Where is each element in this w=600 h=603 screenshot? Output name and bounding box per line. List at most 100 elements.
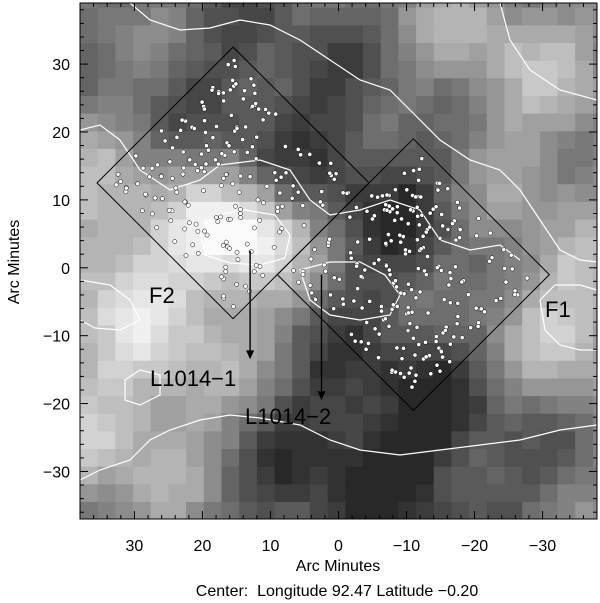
extinction-pixel <box>186 60 205 79</box>
extinction-pixel <box>239 60 258 79</box>
extinction-pixel <box>575 448 594 467</box>
star-marker <box>309 290 315 296</box>
extinction-pixel <box>133 60 152 79</box>
extinction-pixel <box>133 483 152 502</box>
extinction-pixel <box>186 201 205 220</box>
star-marker <box>257 218 263 223</box>
extinction-pixel <box>575 307 594 326</box>
extinction-pixel <box>115 42 134 61</box>
extinction-pixel <box>133 413 152 432</box>
star-marker <box>367 299 373 304</box>
extinction-pixel <box>292 307 311 326</box>
extinction-pixel <box>133 448 152 467</box>
extinction-pixel <box>469 254 488 273</box>
extinction-pixel <box>292 183 311 202</box>
extinction-pixel <box>451 483 470 502</box>
star-marker <box>321 262 327 268</box>
star-marker <box>204 143 209 149</box>
star-marker <box>328 160 334 166</box>
extinction-pixel <box>575 377 594 397</box>
cloud-label-l1014-1: L1014−1 <box>150 366 236 391</box>
star-marker <box>358 339 364 345</box>
extinction-pixel <box>327 24 346 43</box>
extinction-pixel <box>345 307 364 326</box>
extinction-pixel <box>345 448 364 467</box>
y-tick-label: −20 <box>43 397 70 414</box>
extinction-pixel <box>504 60 523 79</box>
extinction-pixel <box>186 42 205 61</box>
extinction-pixel <box>115 218 134 238</box>
extinction-pixel <box>274 360 293 379</box>
star-marker <box>331 306 337 312</box>
extinction-pixel <box>416 377 435 397</box>
extinction-pixel <box>451 360 470 379</box>
extinction-pixel <box>504 430 523 449</box>
extinction-pixel <box>221 60 240 79</box>
extinction-pixel <box>80 130 99 149</box>
extinction-pixel <box>416 113 435 132</box>
extinction-pixel <box>309 165 329 185</box>
extinction-pixel <box>433 165 452 185</box>
extinction-pixel <box>363 483 382 502</box>
star-marker <box>225 62 231 67</box>
star-marker <box>409 384 415 390</box>
extinction-pixel <box>380 342 399 361</box>
extinction-pixel <box>186 7 205 26</box>
extinction-pixel <box>575 324 594 344</box>
extinction-pixel <box>203 7 223 26</box>
extinction-pixel <box>256 448 276 467</box>
star-marker <box>398 239 404 245</box>
star-marker <box>475 324 481 329</box>
extinction-pixel <box>168 42 187 61</box>
extinction-pixel <box>292 236 311 255</box>
extinction-pixel <box>80 236 99 255</box>
star-marker <box>457 227 463 233</box>
extinction-pixel <box>274 7 293 26</box>
extinction-pixel <box>416 254 435 273</box>
star-marker <box>423 339 428 345</box>
extinction-pixel <box>239 466 258 485</box>
star-marker <box>301 223 307 228</box>
extinction-pixel <box>486 201 506 220</box>
star-marker <box>272 170 278 176</box>
extinction-pixel <box>203 413 223 432</box>
y-tick-label: 30 <box>52 57 70 74</box>
extinction-pixel <box>80 324 99 344</box>
star-marker <box>187 157 193 163</box>
figure-caption: Center: Longitude 92.47 Latitude −0.20 <box>196 583 479 600</box>
extinction-pixel <box>592 342 597 361</box>
star-marker <box>328 292 333 298</box>
extinction-pixel <box>451 183 470 202</box>
star-marker <box>363 346 369 352</box>
extinction-pixel <box>522 113 541 132</box>
extinction-pixel <box>522 236 541 255</box>
star-marker <box>474 233 479 239</box>
extinction-pixel <box>80 483 99 502</box>
extinction-pixel <box>168 113 187 132</box>
star-marker <box>135 181 141 187</box>
extinction-pixel <box>469 183 488 202</box>
extinction-pixel <box>398 307 417 326</box>
extinction-pixel <box>433 201 452 220</box>
star-marker <box>423 229 429 235</box>
extinction-pixel <box>486 430 506 449</box>
star-marker <box>291 268 296 273</box>
star-marker <box>498 296 504 301</box>
extinction-pixel <box>592 430 597 449</box>
extinction-pixel <box>345 95 364 114</box>
extinction-pixel <box>539 95 559 114</box>
extinction-pixel <box>292 448 311 467</box>
extinction-pixel <box>363 148 382 167</box>
contour-line <box>124 369 161 406</box>
star-marker <box>169 176 175 181</box>
cloud-arrowhead-2 <box>317 391 326 401</box>
extinction-pixel <box>539 342 559 361</box>
star-marker <box>512 292 518 297</box>
extinction-pixel <box>592 377 597 397</box>
extinction-pixel <box>133 501 152 519</box>
extinction-pixel <box>522 42 541 61</box>
x-tick-label: 20 <box>194 538 212 555</box>
star-marker <box>423 272 429 278</box>
extinction-pixel <box>292 430 311 449</box>
extinction-pixel <box>133 183 152 202</box>
